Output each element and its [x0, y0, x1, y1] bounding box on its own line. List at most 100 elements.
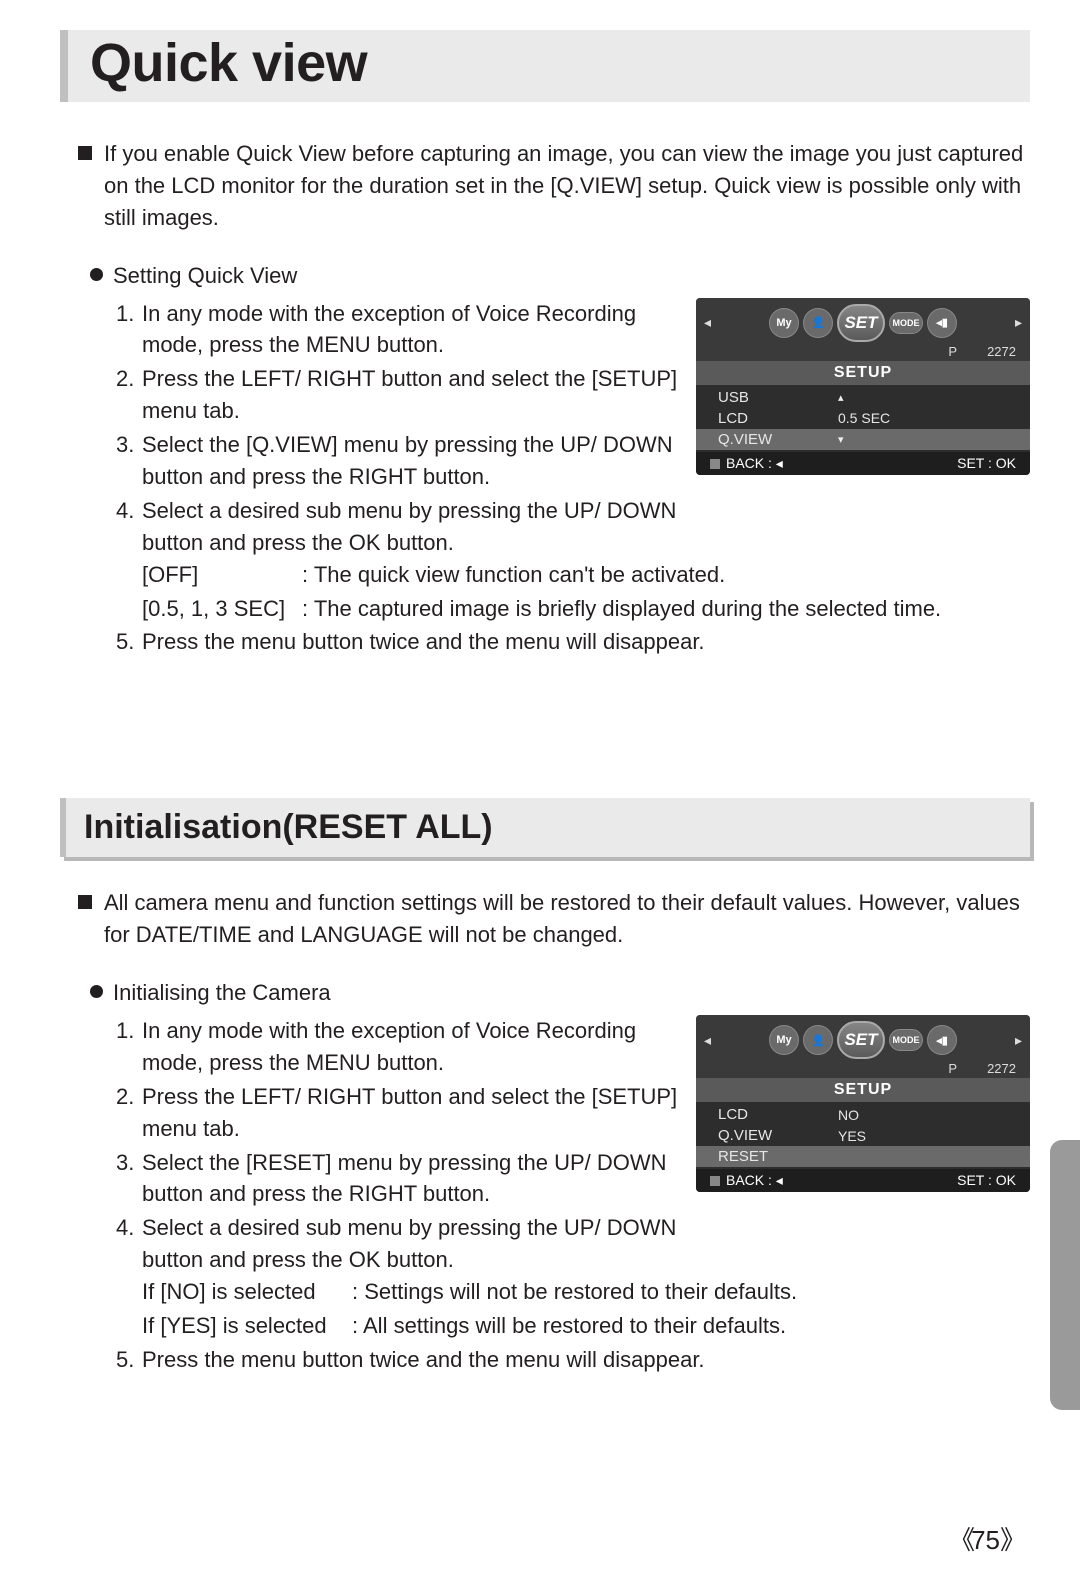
person-mode-icon: 👤 — [803, 1025, 833, 1055]
option-label: If [NO] is selected — [142, 1276, 352, 1308]
lcd-footer: BACK : ◂ SET : OK — [696, 1169, 1030, 1192]
section2-options: If [NO] is selected: Settings will not b… — [116, 1276, 1030, 1376]
mode-p-label: P — [948, 1061, 957, 1076]
lcd-foot-right: SET : OK — [957, 1172, 1016, 1189]
lcd-menu-row: LCD0.5 SEC — [696, 408, 1030, 429]
step-text: In any mode with the exception of Voice … — [142, 298, 686, 362]
step-text: Press the menu button twice and the menu… — [142, 1344, 1030, 1376]
lcd-screenshot-1: ◂ My 👤 SET MODE ◂▮ ▸ P 2272 SETUP USB▴ L… — [696, 298, 1030, 475]
lcd-mode-icons: My 👤 SET MODE ◂▮ — [769, 304, 957, 342]
step-text: Press the menu button twice and the menu… — [142, 626, 1030, 658]
lcd-foot-left: BACK : ◂ — [710, 455, 783, 472]
option-desc: : The captured image is briefly displaye… — [302, 593, 941, 625]
section2-heading: Initialising the Camera — [113, 977, 331, 1009]
resolution-label: 2272 — [987, 344, 1016, 359]
play-mode-icon: ◂▮ — [927, 1025, 957, 1055]
option-row: [0.5, 1, 3 SEC]: The captured image is b… — [116, 593, 1030, 625]
side-tab-decoration — [1050, 1140, 1080, 1410]
menu-value: YES — [838, 1128, 1030, 1144]
circle-bullet-icon — [90, 985, 103, 998]
mode-pill-icon: MODE — [889, 312, 923, 334]
option-row: [OFF]: The quick view function can't be … — [116, 559, 1030, 591]
square-bullet-icon — [78, 146, 92, 160]
lcd-footer: BACK : ◂ SET : OK — [696, 452, 1030, 475]
step-text: In any mode with the exception of Voice … — [142, 1015, 686, 1079]
step-text: Press the LEFT/ RIGHT button and select … — [142, 1081, 686, 1145]
menu-value: 0.5 SEC — [838, 410, 1030, 426]
menu-label: RESET — [718, 1148, 838, 1165]
option-row: If [YES] is selected: All settings will … — [116, 1310, 1030, 1342]
intro-paragraph: If you enable Quick View before capturin… — [78, 138, 1030, 234]
menu-value: ▾ — [838, 433, 1030, 446]
stop-icon — [710, 459, 720, 469]
back-label: BACK : ◂ — [726, 455, 783, 471]
right-arrow-icon: ▸ — [1015, 314, 1022, 331]
section1-steps: 1.In any mode with the exception of Voic… — [116, 298, 686, 559]
option-desc: : Settings will not be restored to their… — [352, 1276, 797, 1308]
lcd-screenshot-2: ◂ My 👤 SET MODE ◂▮ ▸ P 2272 SETUP LCDNO … — [696, 1015, 1030, 1192]
lcd-top-bar: ◂ My 👤 SET MODE ◂▮ ▸ — [696, 1015, 1030, 1061]
lcd-top-bar: ◂ My 👤 SET MODE ◂▮ ▸ — [696, 298, 1030, 344]
menu-label: LCD — [718, 410, 838, 427]
menu-label: LCD — [718, 1106, 838, 1123]
subsection-title: Initialisation(RESET ALL) — [84, 808, 1030, 847]
menu-label: Q.VIEW — [718, 1127, 838, 1144]
list-item: 2.Press the LEFT/ RIGHT button and selec… — [116, 1081, 686, 1145]
step-text: Select the [Q.VIEW] menu by pressing the… — [142, 429, 686, 493]
option-desc: : The quick view function can't be activ… — [302, 559, 725, 591]
menu-label: Q.VIEW — [718, 431, 838, 448]
person-mode-icon: 👤 — [803, 308, 833, 338]
page-deco-left-icon: 《 — [949, 1525, 971, 1555]
my-mode-icon: My — [769, 308, 799, 338]
intro-text: If you enable Quick View before capturin… — [104, 138, 1030, 234]
option-desc: : All settings will be restored to their… — [352, 1310, 786, 1342]
menu-label: USB — [718, 389, 838, 406]
step-text: Press the LEFT/ RIGHT button and select … — [142, 363, 686, 427]
lcd-menu-row-selected: RESET — [696, 1146, 1030, 1167]
lcd-mode-icons: My 👤 SET MODE ◂▮ — [769, 1021, 957, 1059]
page-title: Quick view — [90, 32, 1030, 94]
option-label: If [YES] is selected — [142, 1310, 352, 1342]
my-mode-icon: My — [769, 1025, 799, 1055]
menu-value: NO — [838, 1107, 1030, 1123]
page-number: 《75》 — [949, 1520, 1022, 1557]
lcd-badge-row: P 2272 — [696, 1061, 1030, 1078]
page-title-banner: Quick view — [60, 30, 1030, 102]
option-label: [0.5, 1, 3 SEC] — [142, 593, 302, 625]
mode-pill-icon: MODE — [889, 1029, 923, 1051]
step-text: Select a desired sub menu by pressing th… — [142, 495, 686, 559]
list-item: 4.Select a desired sub menu by pressing … — [116, 495, 686, 559]
set-mode-icon: SET — [837, 304, 885, 342]
left-arrow-icon: ◂ — [704, 1032, 711, 1049]
list-item: 4.Select a desired sub menu by pressing … — [116, 1212, 686, 1276]
lcd-menu-body: USB▴ LCD0.5 SEC Q.VIEW▾ — [696, 385, 1030, 452]
step-text: Select a desired sub menu by pressing th… — [142, 1212, 686, 1276]
section2-steps: 1.In any mode with the exception of Voic… — [116, 1015, 686, 1276]
intro2-text: All camera menu and function settings wi… — [104, 887, 1030, 951]
lcd-foot-right: SET : OK — [957, 455, 1016, 472]
list-item: 5.Press the menu button twice and the me… — [116, 1344, 1030, 1376]
square-bullet-icon — [78, 895, 92, 909]
list-item: 2.Press the LEFT/ RIGHT button and selec… — [116, 363, 686, 427]
list-item: 3.Select the [Q.VIEW] menu by pressing t… — [116, 429, 686, 493]
lcd-header: SETUP — [696, 1078, 1030, 1102]
list-item: 3.Select the [RESET] menu by pressing th… — [116, 1147, 686, 1211]
lcd-menu-row: Q.VIEWYES — [696, 1125, 1030, 1146]
subsection-title-banner: Initialisation(RESET ALL) — [60, 798, 1030, 857]
lcd-badge-row: P 2272 — [696, 344, 1030, 361]
stop-icon — [710, 1176, 720, 1186]
right-arrow-icon: ▸ — [1015, 1032, 1022, 1049]
lcd-menu-row: USB▴ — [696, 387, 1030, 408]
circle-bullet-icon — [90, 268, 103, 281]
lcd-menu-row: LCDNO — [696, 1104, 1030, 1125]
page-deco-right-icon: 》 — [1000, 1525, 1022, 1555]
mode-p-label: P — [948, 344, 957, 359]
back-label: BACK : ◂ — [726, 1172, 783, 1188]
section1-options: [OFF]: The quick view function can't be … — [116, 559, 1030, 659]
set-mode-icon: SET — [837, 1021, 885, 1059]
menu-value: ▴ — [838, 391, 1030, 404]
lcd-menu-body: LCDNO Q.VIEWYES RESET — [696, 1102, 1030, 1169]
list-item: 1.In any mode with the exception of Voic… — [116, 1015, 686, 1079]
lcd-menu-row-selected: Q.VIEW▾ — [696, 429, 1030, 450]
play-mode-icon: ◂▮ — [927, 308, 957, 338]
